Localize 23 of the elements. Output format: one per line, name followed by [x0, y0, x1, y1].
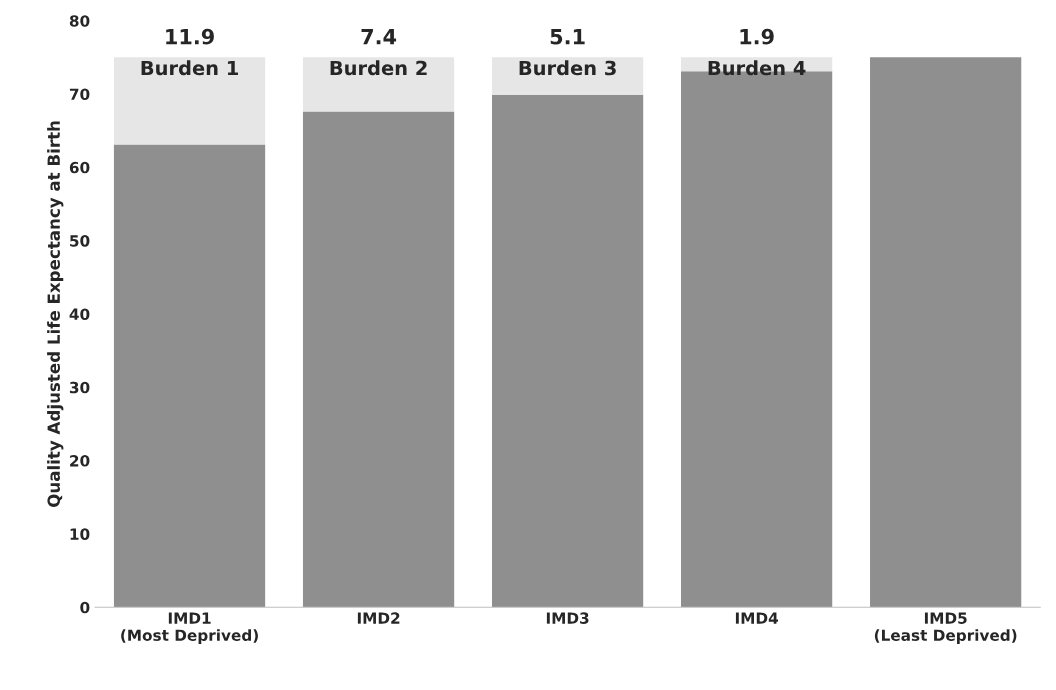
y-tick-label: 30	[69, 381, 90, 394]
y-tick-label: 70	[69, 88, 90, 101]
data-label: 7.4	[361, 29, 397, 45]
y-tick-label: 10	[70, 528, 90, 540]
x-tick-label: IMD2	[357, 612, 400, 624]
annotation: Burden 2	[330, 60, 427, 76]
data-label: 1.9	[740, 28, 774, 45]
y-axis-title: Quality Adjusted Life Expectancy at Birth	[47, 121, 64, 507]
x-tick-label: IMD1 (Most Deprived)	[121, 612, 258, 644]
data-label: 11.9	[166, 28, 214, 45]
data-label: 5.1	[550, 29, 585, 45]
annotation: Burden 1	[141, 60, 238, 76]
x-tick-label: IMD3	[546, 612, 589, 624]
y-tick-label: 20	[70, 455, 90, 467]
y-tick-label: 80	[69, 15, 90, 27]
annotation: Burden 3	[519, 60, 616, 76]
y-tick-label: 50	[70, 235, 90, 247]
x-tick-label: IMD5 (Least Deprived)	[874, 612, 1017, 644]
x-tick-label: IMD4	[735, 612, 779, 624]
y-tick-label: 0	[80, 601, 90, 614]
y-tick-label: 60	[69, 161, 90, 174]
annotation: Burden 4	[708, 60, 806, 76]
y-tick-label: 40	[69, 308, 90, 320]
